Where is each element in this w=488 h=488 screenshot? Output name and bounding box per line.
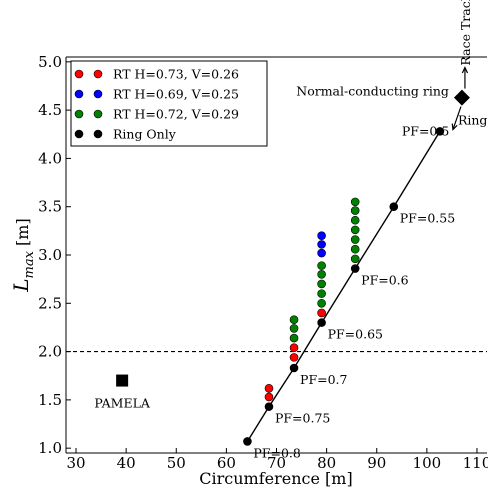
y-tick-label-4: 3.0 bbox=[38, 246, 62, 264]
legend-marker-a-1 bbox=[74, 89, 84, 99]
pf-label-2: PF=0.7 bbox=[300, 372, 347, 387]
data-point-s2-p12 bbox=[350, 215, 360, 225]
data-point-s1-p0 bbox=[317, 248, 326, 258]
normal-ring-marker bbox=[453, 89, 470, 106]
x-tick-label-4: 70 bbox=[267, 454, 286, 472]
data-point-s2-p9 bbox=[350, 244, 360, 254]
pf-label-5: PF=0.55 bbox=[400, 211, 455, 226]
data-point-s2-p5 bbox=[317, 279, 326, 289]
data-point-s2-p14 bbox=[350, 197, 360, 207]
data-point-s3-p1 bbox=[264, 402, 274, 411]
x-tick-label-3: 60 bbox=[217, 454, 236, 472]
pf-label-3: PF=0.65 bbox=[328, 327, 383, 342]
race-track-arrow-head bbox=[461, 66, 469, 74]
legend-label-3: Ring Only bbox=[113, 127, 177, 142]
x-tick-label-1: 40 bbox=[117, 454, 136, 472]
legend-box bbox=[70, 60, 268, 147]
y-tick-label-5: 3.5 bbox=[38, 198, 62, 216]
legend-label-2: RT H=0.72, V=0.29 bbox=[113, 107, 239, 122]
data-point-s0-p4 bbox=[317, 308, 326, 318]
race-track-label: Race Track bbox=[458, 0, 473, 66]
data-point-s2-p8 bbox=[350, 254, 360, 264]
pamela-marker bbox=[116, 374, 129, 387]
data-point-s1-p2 bbox=[317, 231, 326, 240]
x-tick-label-5: 80 bbox=[317, 454, 336, 472]
data-point-s2-p3 bbox=[317, 298, 326, 308]
y-axis-title: Lmax [m] bbox=[9, 218, 37, 292]
x-tick-label-0: 30 bbox=[66, 454, 85, 472]
x-tick-label-6: 90 bbox=[367, 454, 386, 472]
data-point-s2-p7 bbox=[317, 261, 326, 270]
pf-label-1: PF=0.75 bbox=[275, 411, 330, 426]
data-point-s0-p2 bbox=[289, 353, 299, 362]
data-point-s2-p0 bbox=[289, 333, 299, 343]
data-point-s3-p5 bbox=[389, 202, 399, 212]
legend-marker-a-3 bbox=[74, 129, 84, 139]
data-point-s2-p1 bbox=[289, 324, 299, 333]
data-point-s2-p2 bbox=[289, 315, 299, 325]
legend-marker-a-2 bbox=[74, 109, 84, 119]
y-tick-label-7: 4.5 bbox=[38, 101, 62, 119]
legend-marker-b-1 bbox=[93, 89, 103, 99]
legend-marker-a-0 bbox=[74, 69, 84, 79]
data-point-s2-p13 bbox=[350, 206, 360, 215]
y-axis-title-sub: max bbox=[22, 250, 37, 278]
data-point-s2-p4 bbox=[317, 289, 326, 298]
legend-label-1: RT H=0.69, V=0.25 bbox=[113, 87, 239, 102]
normal-ring-label: Normal-conducting ring bbox=[296, 84, 449, 99]
data-point-s3-p6 bbox=[435, 127, 445, 136]
data-point-s0-p3 bbox=[289, 343, 299, 353]
data-point-s0-p1 bbox=[264, 383, 274, 393]
data-point-s3-p3 bbox=[317, 318, 326, 327]
chart-marks bbox=[116, 89, 470, 446]
ring-arrow-head bbox=[451, 123, 458, 131]
y-tick-label-3: 2.5 bbox=[38, 294, 62, 312]
axes: 30 40 50 60 70 80 90 100 110 1.0 1.5 2.0 2.5 3.0 3.5 4.… bbox=[38, 53, 488, 472]
data-point-s3-p0 bbox=[243, 437, 252, 446]
pamela-label: PAMELA bbox=[94, 396, 151, 411]
legend-marker-b-2 bbox=[93, 109, 103, 119]
legend-label-0: RT H=0.73, V=0.26 bbox=[113, 67, 239, 82]
ring-arrow-shaft bbox=[452, 106, 462, 130]
pf-label-4: PF=0.6 bbox=[361, 273, 408, 288]
y-axis-title-main: L bbox=[9, 278, 33, 292]
y-tick-label-1: 1.5 bbox=[38, 391, 62, 409]
x-tick-label-7: 100 bbox=[413, 454, 442, 472]
x-axis-title: Circumference [m] bbox=[199, 469, 352, 488]
x-tick-label-2: 50 bbox=[167, 454, 186, 472]
pf-label-6: PF=0.5 bbox=[402, 123, 449, 138]
data-point-s0-p0 bbox=[264, 392, 274, 402]
data-point-s3-p4 bbox=[350, 264, 360, 273]
data-point-s1-p1 bbox=[317, 240, 326, 249]
y-tick-label-2: 2.0 bbox=[38, 343, 62, 361]
x-tick-label-8: 110 bbox=[463, 454, 488, 472]
annotations: PAMELA Normal-conducting ring Race Track Ri… bbox=[94, 0, 487, 460]
data-point-s2-p10 bbox=[350, 235, 360, 244]
ring-label: Ring bbox=[458, 113, 487, 128]
pf-label-0: PF=0.8 bbox=[253, 445, 300, 460]
y-tick-label-8: 5.0 bbox=[38, 53, 62, 71]
legend: RT H=0.73, V=0.26 RT H=0.69, V=0.25 RT H=0… bbox=[70, 60, 268, 147]
y-axis-title-unit: [m] bbox=[13, 218, 32, 251]
data-point-s3-p2 bbox=[289, 363, 299, 373]
y-tick-label-0: 1.0 bbox=[38, 439, 62, 457]
legend-marker-b-3 bbox=[93, 129, 103, 139]
data-point-s2-p11 bbox=[350, 225, 360, 235]
data-point-s2-p6 bbox=[317, 270, 326, 279]
legend-marker-b-0 bbox=[93, 69, 103, 79]
y-tick-label-6: 4.0 bbox=[38, 149, 62, 167]
